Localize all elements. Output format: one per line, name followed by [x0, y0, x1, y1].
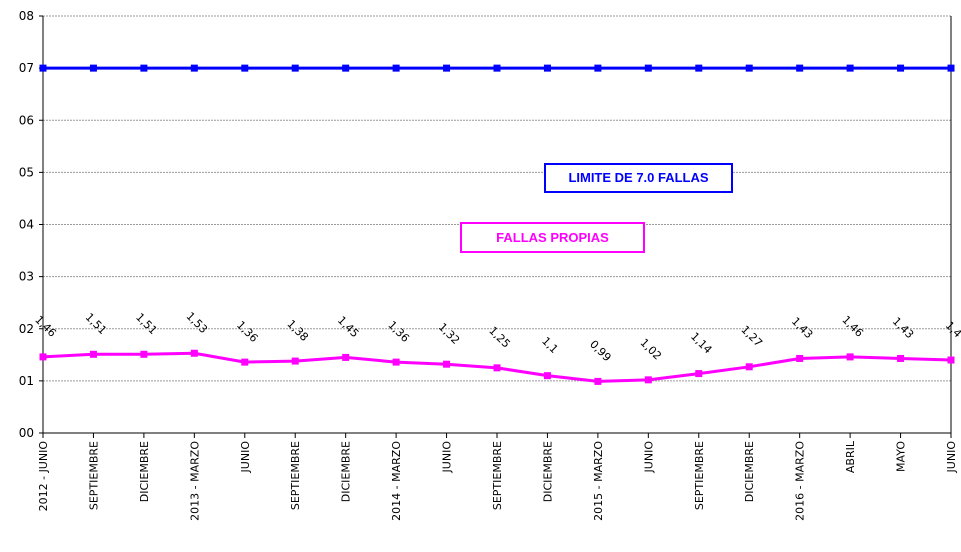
data-point — [291, 64, 299, 72]
data-point — [796, 354, 804, 362]
data-label: 1,36 — [234, 318, 261, 345]
data-label: 1,45 — [335, 314, 362, 341]
x-tick-label: 2016 - MARZO — [794, 441, 807, 521]
x-tick-label: DICIEMBRE — [743, 441, 756, 502]
data-point — [846, 64, 854, 72]
data-point — [594, 64, 602, 72]
data-point — [190, 349, 198, 357]
x-tick-label: JUNIO — [441, 441, 454, 474]
data-label: 1,43 — [890, 315, 917, 342]
data-point — [947, 356, 955, 364]
data-point — [241, 64, 249, 72]
x-tick-label: 2013 - MARZO — [188, 441, 201, 521]
data-point — [695, 370, 703, 378]
x-tick-label: JUNIO — [239, 441, 252, 474]
data-point — [39, 64, 47, 72]
data-label: 1,51 — [133, 311, 160, 338]
data-label: 1,1 — [539, 334, 561, 356]
x-tick-label: 2015 - MARZO — [592, 441, 605, 521]
y-tick-label: 04 — [19, 218, 34, 232]
data-point — [190, 64, 198, 72]
data-point — [493, 64, 501, 72]
y-tick-label: 06 — [19, 113, 34, 127]
x-tick-label: ABRIL — [844, 440, 857, 473]
data-label: 1,53 — [184, 310, 211, 337]
data-point — [443, 360, 451, 368]
data-point — [89, 350, 97, 358]
data-point — [644, 64, 652, 72]
data-label: 1,25 — [486, 324, 513, 351]
data-point — [493, 364, 501, 372]
x-tick-label: SEPTIEMBRE — [693, 441, 706, 510]
data-point — [594, 377, 602, 385]
data-point — [392, 64, 400, 72]
data-point — [796, 64, 804, 72]
y-tick-label: 03 — [19, 270, 34, 284]
data-point — [644, 376, 652, 384]
y-tick-label: 00 — [19, 426, 34, 440]
y-tick-label: 07 — [19, 61, 34, 75]
x-tick-label: MAYO — [895, 441, 908, 472]
x-tick-label: SEPTIEMBRE — [87, 441, 100, 510]
data-point — [140, 350, 148, 358]
data-point — [543, 372, 551, 380]
data-label: 1,36 — [385, 318, 412, 345]
legend-limit-label: LIMITE DE 7.0 FALLAS — [544, 163, 733, 193]
data-point — [897, 64, 905, 72]
data-point — [392, 358, 400, 366]
data-point — [745, 363, 753, 371]
data-point — [695, 64, 703, 72]
legend-own-label: FALLAS PROPIAS — [460, 222, 645, 253]
data-label: 1,14 — [688, 330, 715, 357]
data-label: 1,46 — [32, 313, 59, 340]
data-point — [846, 353, 854, 361]
data-label: 1,32 — [436, 320, 463, 347]
data-label: 0,99 — [587, 338, 614, 365]
data-point — [342, 64, 350, 72]
y-tick-label: 02 — [19, 322, 34, 336]
y-tick-label: 05 — [19, 165, 34, 179]
data-label: 1,51 — [83, 311, 110, 338]
x-tick-label: DICIEMBRE — [340, 441, 353, 502]
data-label: 1,4 — [943, 319, 961, 341]
x-tick-label: SEPTIEMBRE — [491, 441, 504, 510]
x-tick-label: DICIEMBRE — [541, 441, 554, 502]
data-point — [947, 64, 955, 72]
data-point — [89, 64, 97, 72]
x-tick-label: DICIEMBRE — [138, 441, 151, 502]
data-point — [897, 354, 905, 362]
x-tick-label: JUNIO — [642, 441, 655, 474]
data-label: 1,02 — [638, 336, 665, 363]
data-label: 1,46 — [839, 313, 866, 340]
data-label: 1,27 — [738, 323, 765, 350]
data-point — [443, 64, 451, 72]
data-point — [140, 64, 148, 72]
x-tick-label: SEPTIEMBRE — [289, 441, 302, 510]
data-label: 1,38 — [284, 317, 311, 344]
data-point — [745, 64, 753, 72]
x-tick-label: JUNIO — [945, 441, 958, 474]
y-tick-label: 08 — [19, 9, 34, 23]
data-point — [543, 64, 551, 72]
data-label: 1,43 — [789, 315, 816, 342]
y-tick-label: 01 — [19, 374, 34, 388]
x-tick-label: 2012 - JUNIO — [37, 441, 50, 512]
data-point — [291, 357, 299, 365]
data-point — [39, 353, 47, 361]
data-point — [342, 353, 350, 361]
x-tick-label: 2014 - MARZO — [390, 441, 403, 521]
data-point — [241, 358, 249, 366]
